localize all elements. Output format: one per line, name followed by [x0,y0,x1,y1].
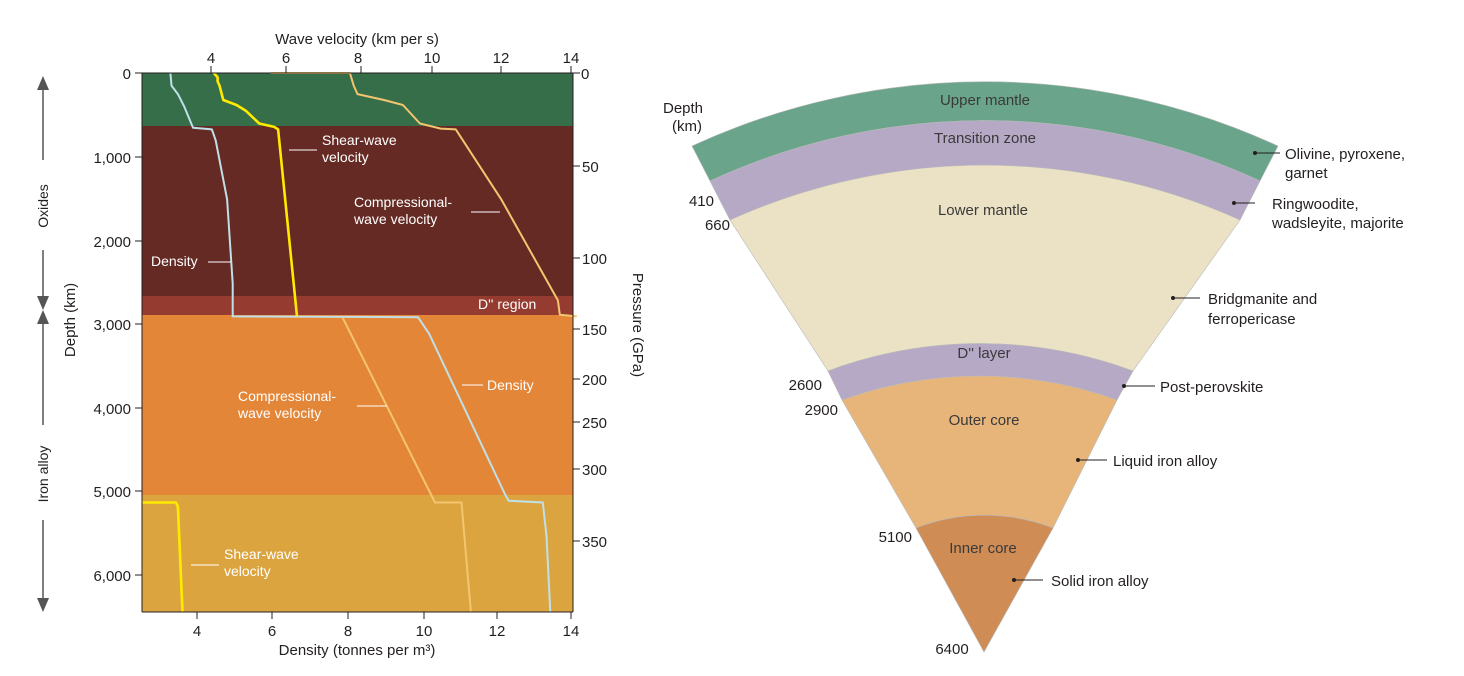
mineral-callouts [1014,152,1280,581]
depth-2600: 2600 [789,377,822,394]
layer-inner-core [915,514,1054,653]
d-layer-label: D'' layer [957,345,1010,362]
oxides-label: Oxides [35,184,51,228]
depth-410: 410 [689,193,714,210]
inner-core-label: Inner core [949,540,1017,557]
right-tick-label: 50 [582,159,599,176]
depth-5100: 5100 [879,529,912,546]
mineral-upper-2: garnet [1285,165,1328,182]
densityline [169,72,552,613]
bottom-tick-label: 10 [416,623,433,640]
shear-upper-label-1: Shear-wave [322,132,397,148]
shear-lower-label-2: velocity [224,563,271,579]
top-tick-label: 12 [493,50,510,67]
band-d-region [142,296,573,315]
shear-wave-velocityline [142,501,184,613]
mineral-outer-core: Liquid iron alloy [1113,453,1218,470]
right-tick-label: 0 [581,66,589,83]
depth-660: 660 [705,217,730,234]
comp-upper-label-2: wave velocity [353,211,437,227]
density-upper-label: Density [151,253,198,269]
comp-lower-label-2: wave velocity [237,405,321,421]
bottom-tick-label: 14 [563,623,580,640]
depth-2900: 2900 [805,402,838,419]
bottom-tick-label: 4 [193,623,201,640]
mineral-transition-1: Ringwoodite, [1272,196,1359,213]
side-arrows [37,76,49,612]
bottom-tick-label: 12 [489,623,506,640]
compressional-wave-velocityline [341,316,472,613]
right-tick-label: 300 [582,462,607,479]
callout-dot [1122,384,1126,388]
mineral-transition-2: wadsleyite, majorite [1271,215,1404,232]
layer-lower-mantle [729,164,1241,372]
shear-wave-velocityline [212,72,299,317]
right-axis-title: Pressure (GPa) [629,273,646,377]
mineral-inner-core: Solid iron alloy [1051,573,1149,590]
left-tick-label: 6,000 [93,568,131,585]
top-axis: 4 6 8 10 12 14 Wave velocity (km per s) [207,31,580,73]
top-tick-label: 4 [207,50,215,67]
left-tick-label: 3,000 [93,317,131,334]
right-tick-label: 150 [582,322,607,339]
top-tick-label: 6 [282,50,290,67]
comp-upper-label-1: Compressional- [354,194,452,210]
lower-mantle-label: Lower mantle [938,202,1028,219]
top-axis-title: Wave velocity (km per s) [275,31,439,48]
profile-chart: 4 6 8 10 12 14 Wave velocity (km per s) … [35,31,646,659]
callout-dot [1232,201,1236,205]
left-tick-label: 0 [123,66,131,83]
profile-lines [142,72,577,613]
band-lower-mantle [142,126,573,296]
band-inner-core [142,495,573,612]
right-tick-label: 350 [582,534,607,551]
density-lower-label: Density [487,377,534,393]
depth-6400: 6400 [935,641,968,658]
shear-lower-label-1: Shear-wave [224,546,299,562]
right-tick-label: 200 [582,372,607,389]
left-axis-title: Depth (km) [62,283,79,357]
mineral-lower-2: ferropericase [1208,311,1296,328]
left-axis: 0 1,000 2,000 3,000 4,000 5,000 6,000 De… [62,66,142,585]
callout-dot [1171,296,1175,300]
mineral-d-layer: Post-perovskite [1160,379,1263,396]
bottom-axis-title: Density (tonnes per m³) [279,642,436,659]
band-upper-mantle [142,73,573,126]
callout-dot [1253,151,1257,155]
earth-wedge-diagram: Upper mantle Transition zone Lower mantl… [663,81,1405,658]
depth-title-line2: (km) [672,118,702,135]
left-tick-label: 4,000 [93,401,131,418]
bottom-tick-label: 8 [344,623,352,640]
left-tick-label: 2,000 [93,234,131,251]
top-tick-label: 14 [563,50,580,67]
band-outer-core [142,315,573,495]
iron-alloy-label: Iron alloy [35,446,51,503]
transition-zone-label: Transition zone [934,130,1036,147]
left-tick-label: 1,000 [93,150,131,167]
callout-dot [1012,578,1016,582]
mineral-lower-1: Bridgmanite and [1208,291,1317,308]
bottom-tick-label: 6 [268,623,276,640]
left-tick-label: 5,000 [93,484,131,501]
right-tick-label: 100 [582,251,607,268]
chart-annotations: Shear-wave velocity Compressional- wave … [151,132,536,579]
d-region-label: D'' region [478,296,536,312]
right-axis: 0 50 100 150 200 250 300 350 Pressure (G… [573,66,646,551]
shear-upper-label-2: velocity [322,149,369,165]
right-tick-label: 250 [582,415,607,432]
mineral-upper-1: Olivine, pyroxene, [1285,146,1405,163]
top-tick-label: 10 [424,50,441,67]
layer-outer-core [841,375,1118,529]
top-tick-label: 8 [354,50,362,67]
outer-core-label: Outer core [949,412,1020,429]
compressional-wave-velocityline [270,72,577,318]
callout-dot [1076,458,1080,462]
upper-mantle-label: Upper mantle [940,92,1030,109]
bottom-axis: 4 6 8 10 12 14 Density (tonnes per m³) [193,612,580,659]
comp-lower-label-1: Compressional- [238,388,336,404]
depth-title-line1: Depth [663,100,703,117]
